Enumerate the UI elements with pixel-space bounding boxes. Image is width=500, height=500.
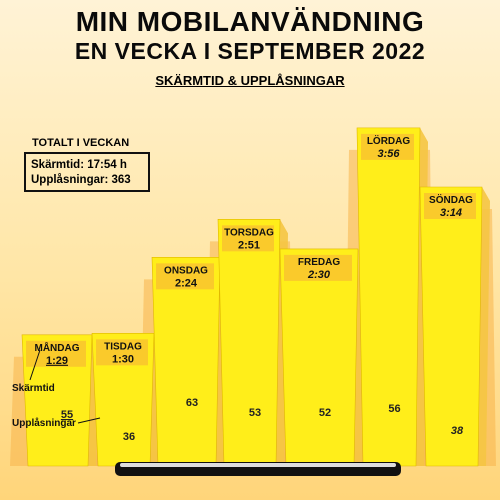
- screen-time-label-6: 3:14: [440, 207, 462, 219]
- day-label-6: SÖNDAG: [429, 193, 473, 206]
- bar-label-plate-4: [284, 254, 352, 281]
- screen-time-label-2: 2:24: [175, 277, 198, 289]
- unlocks-label-3: 53: [249, 407, 261, 419]
- bar-4: [279, 248, 359, 467]
- day-label-3: TORSDAG: [224, 227, 274, 238]
- screen-time-side-label: Skärmtid: [12, 383, 55, 394]
- screen-time-label-4: 2:30: [307, 269, 331, 281]
- screen-time-label-5: 3:56: [377, 148, 400, 160]
- screen-time-label-0: 1:29: [46, 355, 68, 367]
- bars-layer: [10, 127, 496, 467]
- bar-label-plate-3: [222, 225, 274, 252]
- bar-label-plate-1: [96, 339, 148, 366]
- bar-label-plate-5: [361, 133, 414, 160]
- unlocks-label-4: 52: [319, 407, 331, 419]
- unlocks-leader: [77, 417, 101, 424]
- unlocks-label-5: 56: [388, 403, 400, 415]
- totals-heading: TOTALT I VECKAN: [32, 137, 130, 149]
- day-label-0: MÅNDAG: [35, 341, 80, 354]
- bar-3: [217, 219, 281, 467]
- day-label-2: ONSDAG: [164, 265, 208, 276]
- bar-6: [419, 186, 483, 467]
- day-label-1: TISDAG: [104, 341, 142, 352]
- unlocks-label-2: 63: [186, 397, 198, 409]
- bar-5: [356, 127, 421, 467]
- day-label-5: LÖRDAG: [367, 134, 411, 147]
- bar-label-plate-2: [156, 263, 214, 290]
- screen-time-label-3: 2:51: [238, 239, 260, 251]
- unlocks-label-6: 38: [451, 425, 464, 437]
- totals-box: Skärmtid: 17:54 h Upplåsningar: 363: [24, 152, 150, 192]
- title-line-2: EN VECKA I SEPTEMBER 2022: [74, 38, 426, 64]
- bar-label-plate-6: [424, 192, 476, 219]
- screen-time-leader: [29, 349, 41, 381]
- total-screen-time: Skärmtid: 17:54 h: [31, 159, 127, 171]
- unlocks-side-label: Upplåsningar: [12, 418, 76, 429]
- day-label-4: FREDAG: [298, 257, 340, 268]
- bar-0: [21, 334, 93, 467]
- unlocks-label-0: 55: [61, 409, 73, 421]
- total-unlocks: Upplåsningar: 363: [31, 174, 131, 186]
- screen-time-label-1: 1:30: [112, 353, 134, 365]
- phone-base: [115, 462, 401, 476]
- title-line-1: MIN MOBILANVÄNDNING: [75, 6, 425, 37]
- subtitle: SKÄRMTID & UPPLÅSNINGAR: [155, 73, 345, 88]
- unlocks-label-1: 36: [123, 431, 135, 443]
